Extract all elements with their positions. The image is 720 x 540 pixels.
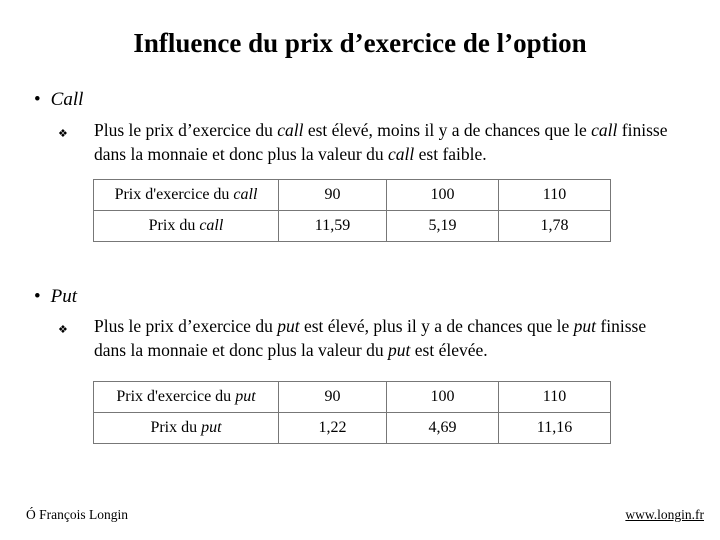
table-cell: 1,78: [498, 210, 611, 242]
table-cell: 100: [386, 381, 499, 413]
call-paragraph-text: Plus le prix d’exercice du call est élev…: [94, 120, 668, 164]
bullet-call: • Call: [34, 89, 83, 111]
copyright-icon: Ó: [26, 507, 36, 522]
put-price-label: Prix du put: [93, 412, 279, 444]
table-row: Prix d'exercice du put 90 100 110: [93, 381, 611, 413]
table-row: Prix d'exercice du call 90 100 110: [93, 179, 611, 211]
bullet-put: • Put: [34, 286, 77, 308]
table-cell: 4,69: [386, 412, 499, 444]
bullet-call-heading: Call: [50, 89, 84, 110]
footer-website-link[interactable]: www.longin.fr: [625, 507, 704, 522]
table-cell: 11,16: [498, 412, 611, 444]
diamond-bullet-icon: ❖: [58, 128, 68, 140]
bullet-put-heading: Put: [50, 286, 78, 307]
put-strike-label: Prix d'exercice du put: [93, 381, 279, 413]
author-name: François Longin: [39, 507, 128, 522]
put-table: Prix d'exercice du put 90 100 110 Prix d…: [93, 381, 611, 444]
call-strike-label: Prix d'exercice du call: [93, 179, 279, 211]
table-cell: 110: [498, 179, 611, 211]
call-table: Prix d'exercice du call 90 100 110 Prix …: [93, 179, 611, 242]
footer-author: Ó François Longin: [26, 507, 128, 523]
table-cell: 90: [278, 381, 387, 413]
bullet-dot-icon: •: [34, 286, 41, 307]
table-cell: 1,22: [278, 412, 387, 444]
bullet-dot-icon: •: [34, 89, 41, 110]
table-row: Prix du put 1,22 4,69 11,16: [93, 412, 611, 444]
table-cell: 5,19: [386, 210, 499, 242]
table-row: Prix du call 11,59 5,19 1,78: [93, 210, 611, 242]
diamond-bullet-icon: ❖: [58, 324, 68, 336]
put-paragraph: ❖ Plus le prix d’exercice du put est éle…: [58, 314, 678, 362]
call-paragraph: ❖ Plus le prix d’exercice du call est él…: [58, 118, 678, 166]
table-cell: 11,59: [278, 210, 387, 242]
table-cell: 90: [278, 179, 387, 211]
page-title: Influence du prix d’exercice de l’option: [133, 28, 587, 58]
call-price-label: Prix du call: [93, 210, 279, 242]
put-paragraph-text: Plus le prix d’exercice du put est élevé…: [94, 316, 647, 360]
table-cell: 110: [498, 381, 611, 413]
table-cell: 100: [386, 179, 499, 211]
